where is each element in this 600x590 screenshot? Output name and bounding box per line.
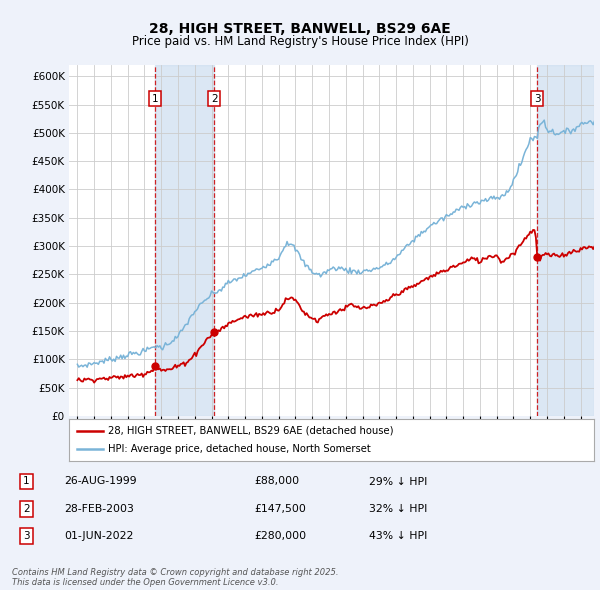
Text: 3: 3 — [23, 531, 30, 541]
Text: 3: 3 — [534, 94, 541, 104]
Text: 32% ↓ HPI: 32% ↓ HPI — [369, 504, 427, 514]
Bar — [538, 65, 594, 416]
Text: 2: 2 — [23, 504, 30, 514]
Bar — [155, 65, 214, 416]
Text: 28, HIGH STREET, BANWELL, BS29 6AE: 28, HIGH STREET, BANWELL, BS29 6AE — [149, 22, 451, 37]
Text: Contains HM Land Registry data © Crown copyright and database right 2025.
This d: Contains HM Land Registry data © Crown c… — [12, 568, 338, 587]
Text: 1: 1 — [23, 477, 30, 487]
Text: 43% ↓ HPI: 43% ↓ HPI — [369, 531, 427, 541]
Text: £280,000: £280,000 — [254, 531, 306, 541]
Text: Price paid vs. HM Land Registry's House Price Index (HPI): Price paid vs. HM Land Registry's House … — [131, 35, 469, 48]
Text: 01-JUN-2022: 01-JUN-2022 — [64, 531, 133, 541]
Text: 26-AUG-1999: 26-AUG-1999 — [64, 477, 136, 487]
Text: 2: 2 — [211, 94, 218, 104]
Text: £147,500: £147,500 — [254, 504, 306, 514]
Text: 28, HIGH STREET, BANWELL, BS29 6AE (detached house): 28, HIGH STREET, BANWELL, BS29 6AE (deta… — [109, 426, 394, 436]
Text: £88,000: £88,000 — [254, 477, 299, 487]
Text: 1: 1 — [152, 94, 158, 104]
Text: HPI: Average price, detached house, North Somerset: HPI: Average price, detached house, Nort… — [109, 444, 371, 454]
Text: 29% ↓ HPI: 29% ↓ HPI — [369, 477, 427, 487]
Text: 28-FEB-2003: 28-FEB-2003 — [64, 504, 134, 514]
